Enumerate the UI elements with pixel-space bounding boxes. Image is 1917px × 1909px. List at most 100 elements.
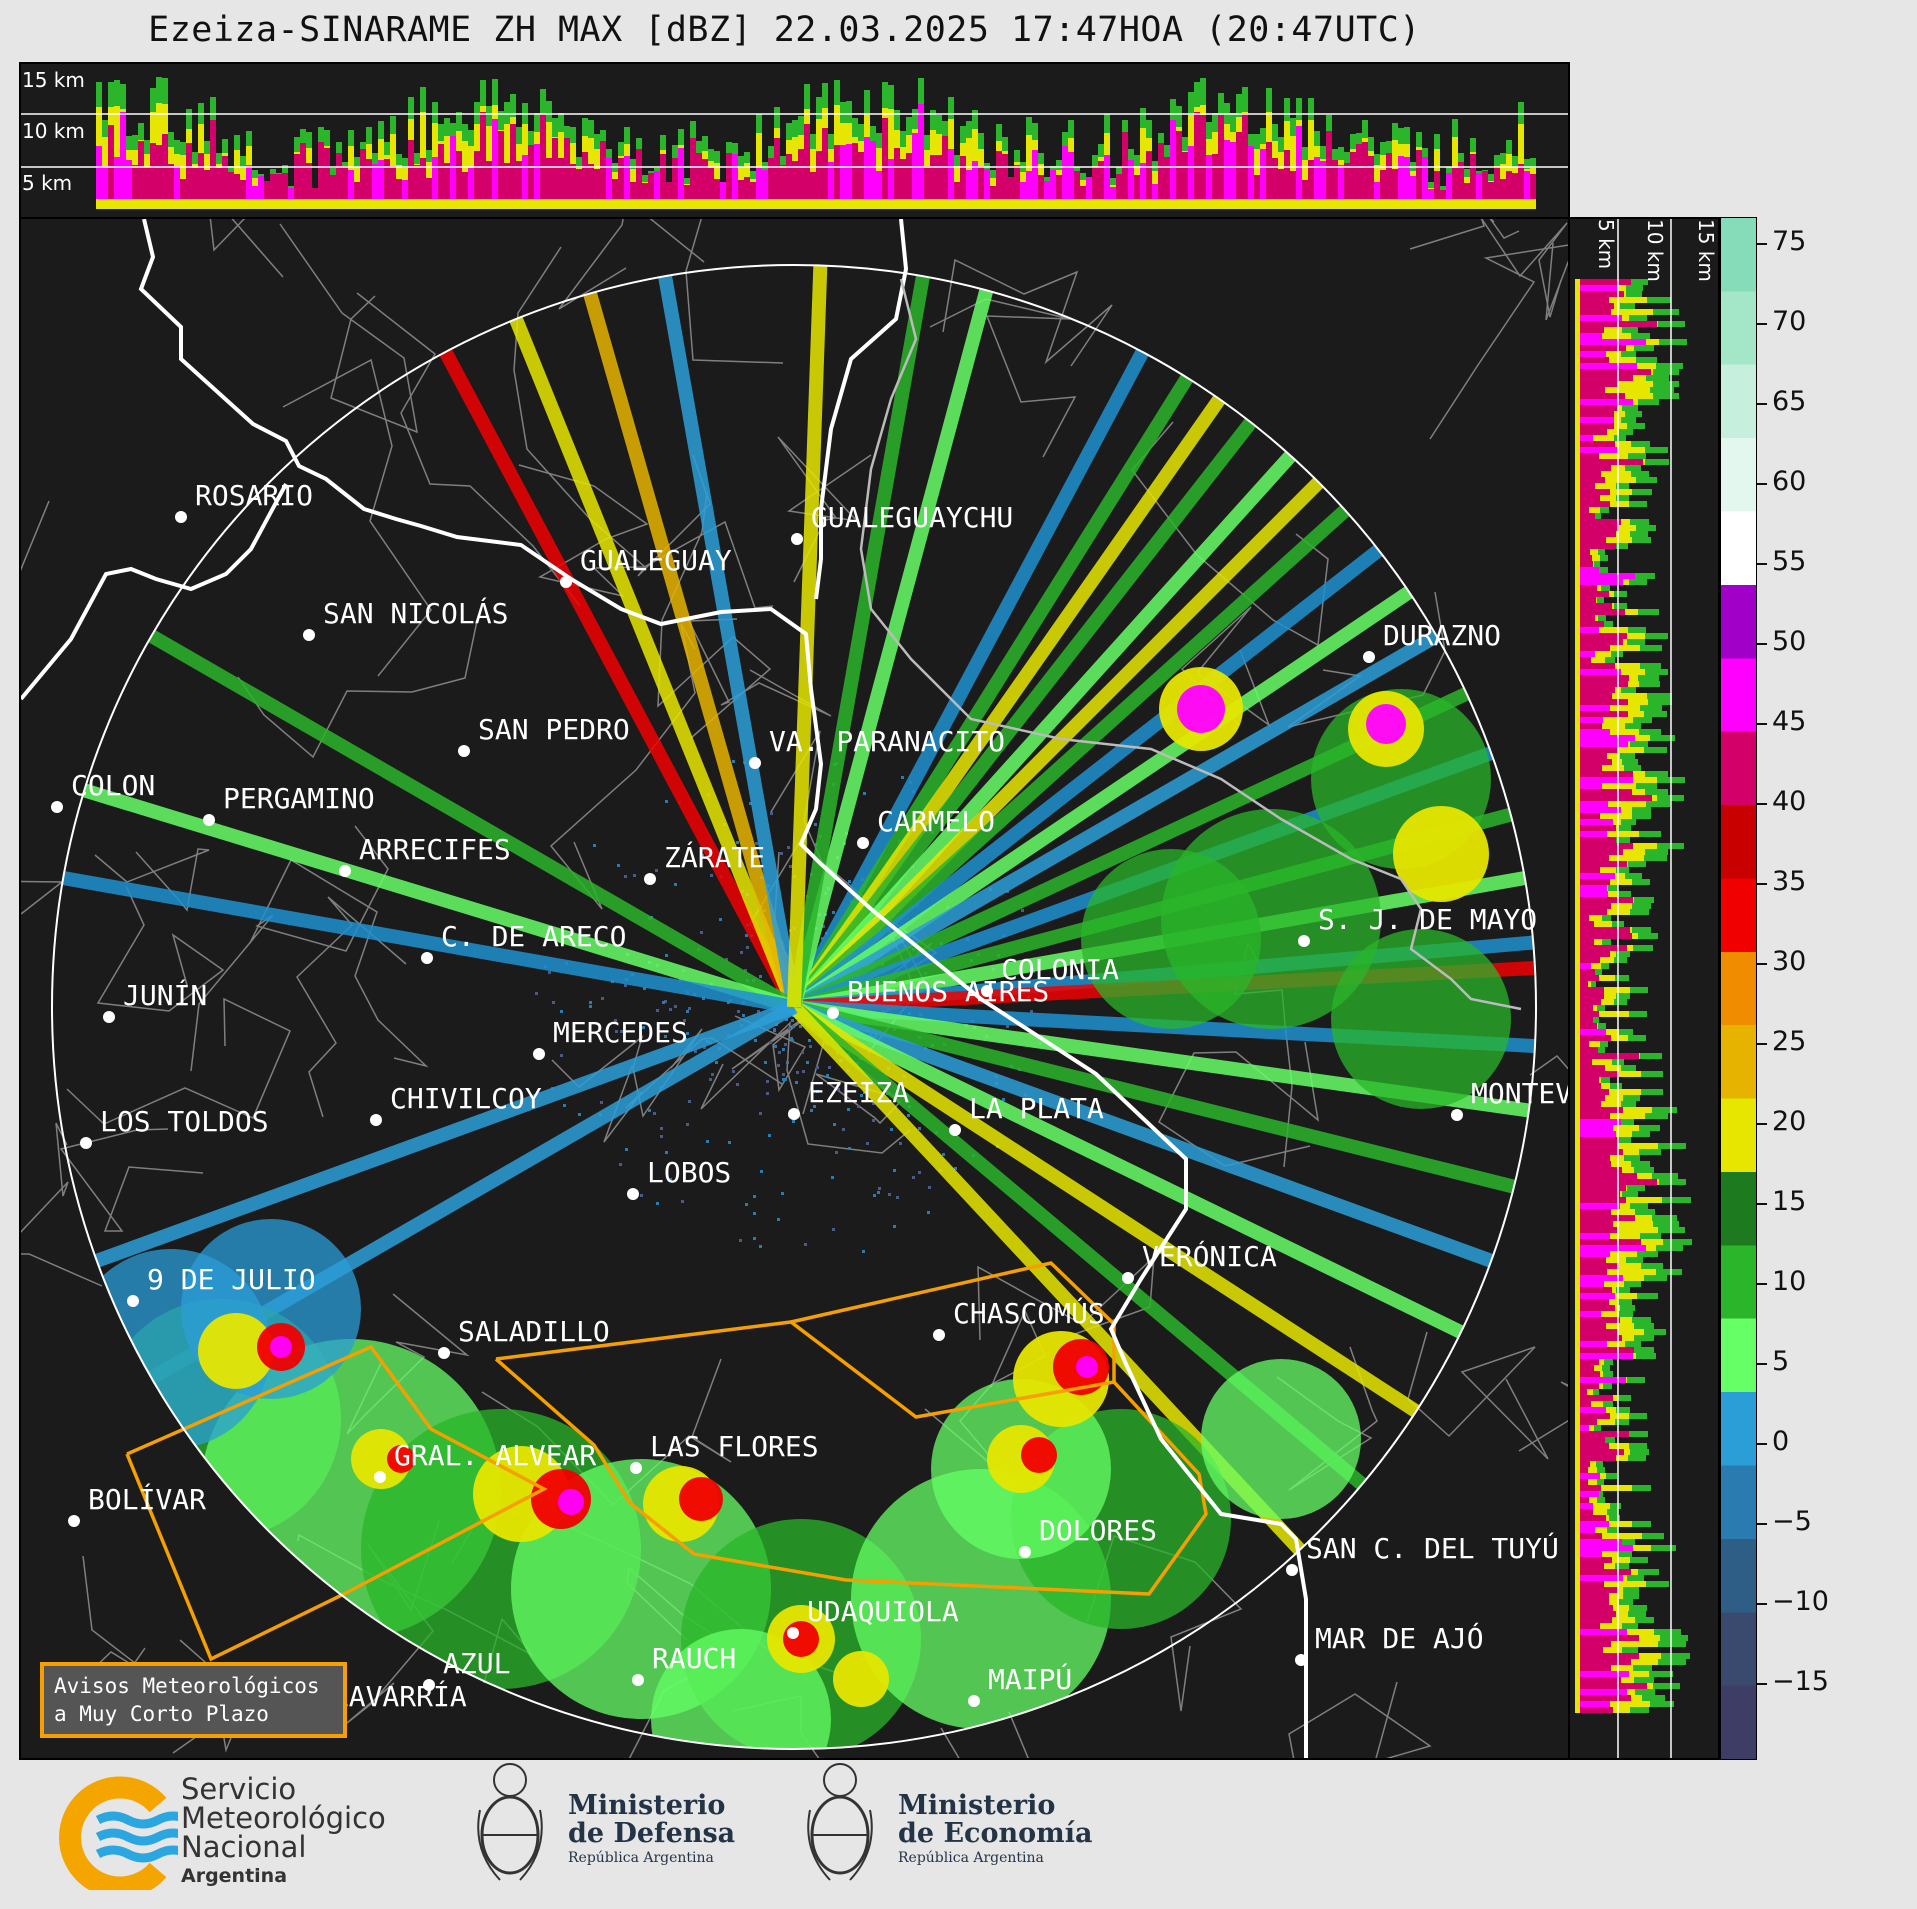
rivers-coast — [21, 219, 1308, 1758]
colorbar-tick-label: 20 — [1772, 1106, 1807, 1137]
city-marker — [303, 629, 315, 641]
city-label: UDAQUIOLA — [807, 1595, 959, 1628]
city-marker — [949, 1124, 961, 1136]
city-marker — [1122, 1272, 1134, 1284]
side-height-label-10: 10 km — [1643, 219, 1667, 282]
city-label: COLON — [71, 769, 155, 802]
colorbar-tick-label: 50 — [1772, 626, 1807, 657]
city-marker — [1363, 651, 1375, 663]
colorbar-tick-label: 40 — [1772, 786, 1807, 817]
colorbar-tick — [1757, 803, 1767, 805]
city-marker — [644, 873, 656, 885]
side-height-label-15: 15 km — [1694, 219, 1718, 282]
economia-line-3: República Argentina — [898, 1850, 1044, 1866]
city-label: RAUCH — [652, 1642, 736, 1675]
city-label: COLONIA — [1001, 953, 1119, 986]
coat-of-arms-icon — [477, 1763, 543, 1881]
colorbar-tick-label: 75 — [1772, 226, 1807, 257]
defensa-logo: Ministerio de Defensa República Argentin… — [470, 1760, 750, 1900]
city-marker — [632, 1674, 644, 1686]
colorbar-tick — [1757, 483, 1767, 485]
city-marker — [458, 745, 470, 757]
city-marker — [421, 952, 433, 964]
city-label: DURAZNO — [1383, 619, 1501, 652]
city-marker — [438, 1347, 450, 1359]
colorbar-tick — [1757, 1363, 1767, 1365]
smn-line-4: Argentina — [181, 1865, 288, 1887]
colorbar-tick — [1757, 723, 1767, 725]
economia-logo: Ministerio de Economía República Argenti… — [800, 1760, 1100, 1900]
top-profile-reflectivity — [21, 77, 1568, 209]
city-marker — [1286, 1564, 1298, 1576]
city-marker — [339, 865, 351, 877]
colorbar-tick-label: −10 — [1772, 1586, 1829, 1617]
city-marker — [857, 837, 869, 849]
colorbar-tick-label: 35 — [1772, 866, 1807, 897]
uruguay-border — [859, 278, 1522, 1011]
city-label: AZUL — [443, 1647, 510, 1680]
city-label: SAN PEDRO — [478, 713, 630, 746]
city-label: BUENOS AIRES — [847, 975, 1049, 1008]
colorbar-tick — [1757, 1043, 1767, 1045]
top-height-label-10: 10 km — [22, 119, 85, 143]
colorbar-tick — [1757, 1603, 1767, 1605]
city-label: MONTEVIDEO — [1471, 1077, 1570, 1110]
city-label: LAS FLORES — [650, 1430, 819, 1463]
colorbar-tick-label: 10 — [1772, 1266, 1807, 1297]
smn-logo: Servicio Meteorológico Nacional Argentin… — [48, 1775, 408, 1895]
colorbar-tick — [1757, 963, 1767, 965]
city-marker — [370, 1114, 382, 1126]
city-marker — [787, 1627, 799, 1639]
smn-line-1: Servicio — [181, 1772, 297, 1806]
city-label: VA. PARANACITO — [769, 725, 1005, 758]
warnings-legend[interactable]: Avisos Meteorológicos a Muy Corto Plazo — [40, 1662, 347, 1738]
colorbar-tick-label: 45 — [1772, 706, 1807, 737]
city-marker — [1451, 1109, 1463, 1121]
city-marker — [80, 1137, 92, 1149]
city-label: MAIPÚ — [988, 1662, 1072, 1696]
smn-line-3: Nacional — [181, 1830, 307, 1864]
smn-line-2: Meteorológico — [181, 1801, 386, 1835]
city-label: ARRECIFES — [359, 833, 511, 866]
city-label: JUNÍN — [123, 978, 207, 1012]
city-label: GRAL. ALVEAR — [394, 1439, 596, 1472]
colorbar-tick-label: 70 — [1772, 306, 1807, 337]
city-marker — [533, 1048, 545, 1060]
warning-polygons — [125, 1261, 1208, 1662]
city-label: C. DE ARECO — [441, 920, 626, 953]
city-label: VERÓNICA — [1142, 1239, 1277, 1273]
city-label: SALADILLO — [458, 1315, 610, 1348]
city-label: GUALEGUAY — [580, 544, 732, 577]
city-label: SAN NICOLÁS — [323, 596, 508, 630]
top-height-label-5: 5 km — [22, 171, 73, 195]
city-label: CARMELO — [877, 805, 995, 838]
radar-range-ring — [51, 264, 1537, 1750]
city-marker — [1298, 935, 1310, 947]
city-label: SAN C. DEL TUYÚ — [1306, 1531, 1559, 1565]
colorbar-tick-label: 0 — [1772, 1426, 1790, 1457]
colorbar-tick-label: 60 — [1772, 466, 1807, 497]
city-marker — [423, 1679, 435, 1691]
city-marker — [630, 1462, 642, 1474]
colorbar-tick — [1757, 403, 1767, 405]
city-marker — [68, 1515, 80, 1527]
city-marker — [1295, 1654, 1307, 1666]
colorbar-tick — [1757, 1683, 1767, 1685]
city-marker — [51, 801, 63, 813]
colorbar-tick — [1757, 243, 1767, 245]
city-marker — [627, 1188, 639, 1200]
radar-map[interactable]: ROSARIO GUALEGUAYCHU GUALEGUAY SAN NICOLÁS D… — [19, 217, 1570, 1760]
city-label: ZÁRATE — [664, 840, 765, 874]
smn-logo-icon — [59, 1776, 178, 1890]
city-marker — [374, 1471, 386, 1483]
colorbar-tick — [1757, 563, 1767, 565]
city-label: MAR DE AJÓ — [1315, 1621, 1484, 1655]
colorbar-tick-label: 55 — [1772, 546, 1807, 577]
top-height-profile: 15 km 10 km 5 km — [19, 62, 1570, 219]
defensa-line-1: Ministerio — [568, 1790, 726, 1821]
city-marker — [127, 1295, 139, 1307]
city-marker — [103, 1011, 115, 1023]
city-label: DOLORES — [1039, 1514, 1157, 1547]
city-label: EZEIZA — [808, 1076, 909, 1109]
city-label: CHIVILCOY — [390, 1082, 542, 1115]
